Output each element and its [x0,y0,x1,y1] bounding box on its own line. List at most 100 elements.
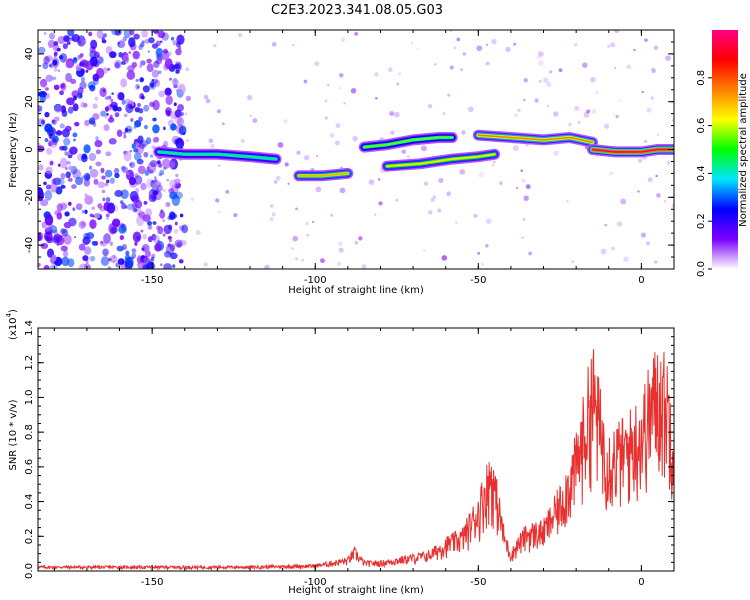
noise-blob [133,148,139,153]
noise-blob [137,213,141,216]
noise-blob [121,99,126,105]
noise-blob [141,95,145,100]
noise-blob [84,195,94,205]
noise-blob [337,261,341,266]
noise-blob [553,111,559,117]
noise-blob [60,83,65,89]
noise-blob [650,96,655,100]
noise-blob [67,106,74,114]
noise-blob [85,259,89,264]
noise-blob [173,102,177,107]
noise-blob [57,69,61,73]
noise-blob [416,48,419,51]
noise-blob [177,83,186,95]
noise-blob [116,92,124,101]
noise-blob [59,123,65,129]
noise-blob [460,68,464,72]
noise-blob [165,201,171,208]
noise-blob [610,42,616,48]
noise-blob [133,200,138,205]
noise-blob [549,70,553,74]
noise-blob [163,48,168,54]
noise-blob [151,43,159,49]
noise-blob [137,86,140,89]
snr-panel: -150 -100 -50 0 0.0 0.2 0.4 0.6 0.8 1.0 1.2 1.4 Hei… [5,309,675,596]
noise-blob [83,178,91,187]
noise-blob [98,56,104,64]
noise-blob [473,213,478,218]
noise-blob [656,193,661,198]
noise-blob [140,60,146,66]
noise-blob [43,181,47,186]
x-tick-label: 0 [638,275,644,286]
noise-blob [275,175,281,181]
noise-blob [178,259,184,264]
noise-blob [406,154,411,159]
noise-blob [123,113,128,118]
noise-blob [123,134,127,139]
noise-blob [65,171,71,179]
noise-blob [66,160,71,165]
noise-blob [121,202,126,210]
noise-blob [53,84,60,91]
noise-blob [604,123,610,129]
noise-blob [123,56,129,62]
noise-blob [152,124,160,134]
noise-blob [132,207,138,213]
noise-blob [39,94,47,103]
noise-blob [163,250,172,258]
noise-blob [70,78,77,85]
noise-blob [655,174,658,178]
noise-blob [128,105,133,109]
noise-blob [420,145,427,152]
noise-blob [162,219,166,222]
noise-blob [170,123,177,131]
noise-blob [114,167,120,174]
noise-blob [157,70,162,74]
noise-blob [153,30,159,34]
noise-blob [45,74,54,82]
noise-blob [100,110,107,117]
noise-blob [72,57,78,64]
noise-blob [162,140,169,148]
noise-blob [78,41,82,44]
noise-blob [60,228,67,234]
noise-blob [78,54,84,59]
noise-blob [306,234,309,237]
noise-blob [105,151,112,157]
noise-blob [390,130,395,135]
noise-blob [88,165,93,170]
noise-blob [132,231,142,243]
noise-blob [330,213,334,217]
y-tick-label: 40 [24,48,35,61]
noise-blob [117,92,125,101]
noise-blob [343,102,346,105]
noise-blob [48,225,58,234]
spectrogram-ticks: -150 -100 -50 0 -40 -20 0 20 40 [24,29,675,286]
noise-blob [292,44,295,47]
noise-blob [143,201,148,205]
noise-blob [51,254,57,262]
noise-blob [150,82,155,88]
noise-blob [174,63,180,69]
noise-blob [120,78,128,88]
noise-blob [48,32,56,40]
noise-blob [100,256,110,267]
noise-blob [109,255,118,264]
noise-blob [105,179,110,184]
noise-blob [619,99,622,102]
noise-blob [148,37,155,44]
noise-blob [61,145,68,151]
noise-blob [161,32,169,41]
noise-blob [38,145,45,153]
noise-blob [38,262,41,267]
noise-blob [149,160,158,168]
noise-blob [314,61,320,67]
noise-blob [135,143,145,155]
noise-blob [491,163,495,167]
noise-blob [462,52,467,56]
noise-blob [179,213,184,218]
noise-blob [175,173,179,178]
noise-blob [112,254,116,259]
noise-blob [40,199,49,207]
